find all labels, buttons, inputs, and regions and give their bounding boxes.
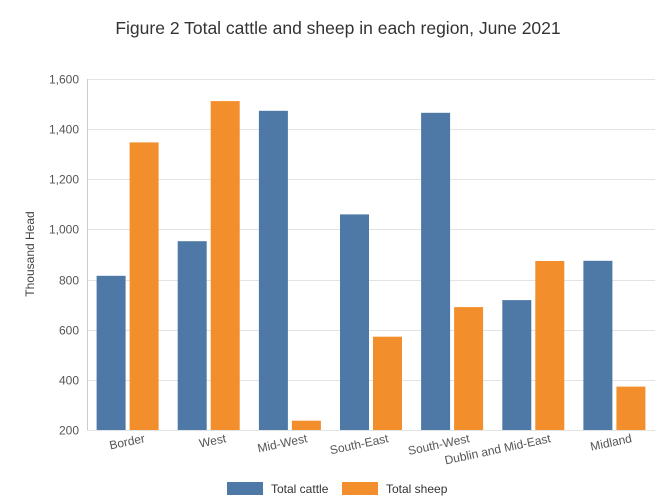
bars xyxy=(96,101,646,431)
x-tick-label: Mid-West xyxy=(256,431,309,455)
bar-total-sheep-south-east xyxy=(373,336,402,430)
y-axis-label: Thousand Head xyxy=(23,211,37,296)
legend-label: Total cattle xyxy=(271,482,329,496)
chart-title: Figure 2 Total cattle and sheep in each … xyxy=(115,18,560,38)
x-axis-ticks: Border West Mid-West South-East South-WestDu… xyxy=(108,431,633,467)
x-tick-label: West xyxy=(198,431,228,450)
legend-label: Total sheep xyxy=(386,482,448,496)
bar-total-cattle-midland xyxy=(583,260,613,430)
y-tick-label: 1,000 xyxy=(49,223,79,237)
y-tick-label: 1,400 xyxy=(49,123,79,137)
y-tick-label: 200 xyxy=(59,424,79,438)
bar-total-cattle-dublin-and-mid-east xyxy=(502,300,532,430)
bar-total-cattle-mid-west xyxy=(258,110,288,431)
bar-total-sheep-south-west xyxy=(454,307,484,430)
bar-total-cattle-west xyxy=(177,241,207,430)
bar-total-cattle-border xyxy=(96,275,126,430)
y-tick-label: 400 xyxy=(59,374,79,388)
y-tick-label: 600 xyxy=(59,324,79,338)
legend-swatch xyxy=(342,482,378,495)
bar-total-cattle-south-west xyxy=(421,112,451,431)
bar-total-sheep-midland xyxy=(616,386,646,430)
y-tick-label: 1,600 xyxy=(49,73,79,87)
legend-swatch xyxy=(227,482,263,495)
y-axis-ticks: 1,600 1,400 1,200 1,000 800 600 400 200 xyxy=(49,73,79,438)
legend: Total cattle Total sheep xyxy=(227,482,448,496)
gridlines xyxy=(87,79,655,431)
bar-total-sheep-mid-west xyxy=(291,420,321,430)
x-tick-label: South-East xyxy=(329,431,391,457)
y-tick-label: 800 xyxy=(59,274,79,288)
bar-total-cattle-south-east xyxy=(340,214,369,430)
x-tick-label: Border xyxy=(108,431,146,452)
y-tick-label: 1,200 xyxy=(49,173,79,187)
x-tick-label: Midland xyxy=(589,431,633,453)
bar-total-sheep-west xyxy=(210,101,240,430)
bar-total-sheep-dublin-and-mid-east xyxy=(535,261,565,430)
bar-total-sheep-border xyxy=(129,142,159,430)
